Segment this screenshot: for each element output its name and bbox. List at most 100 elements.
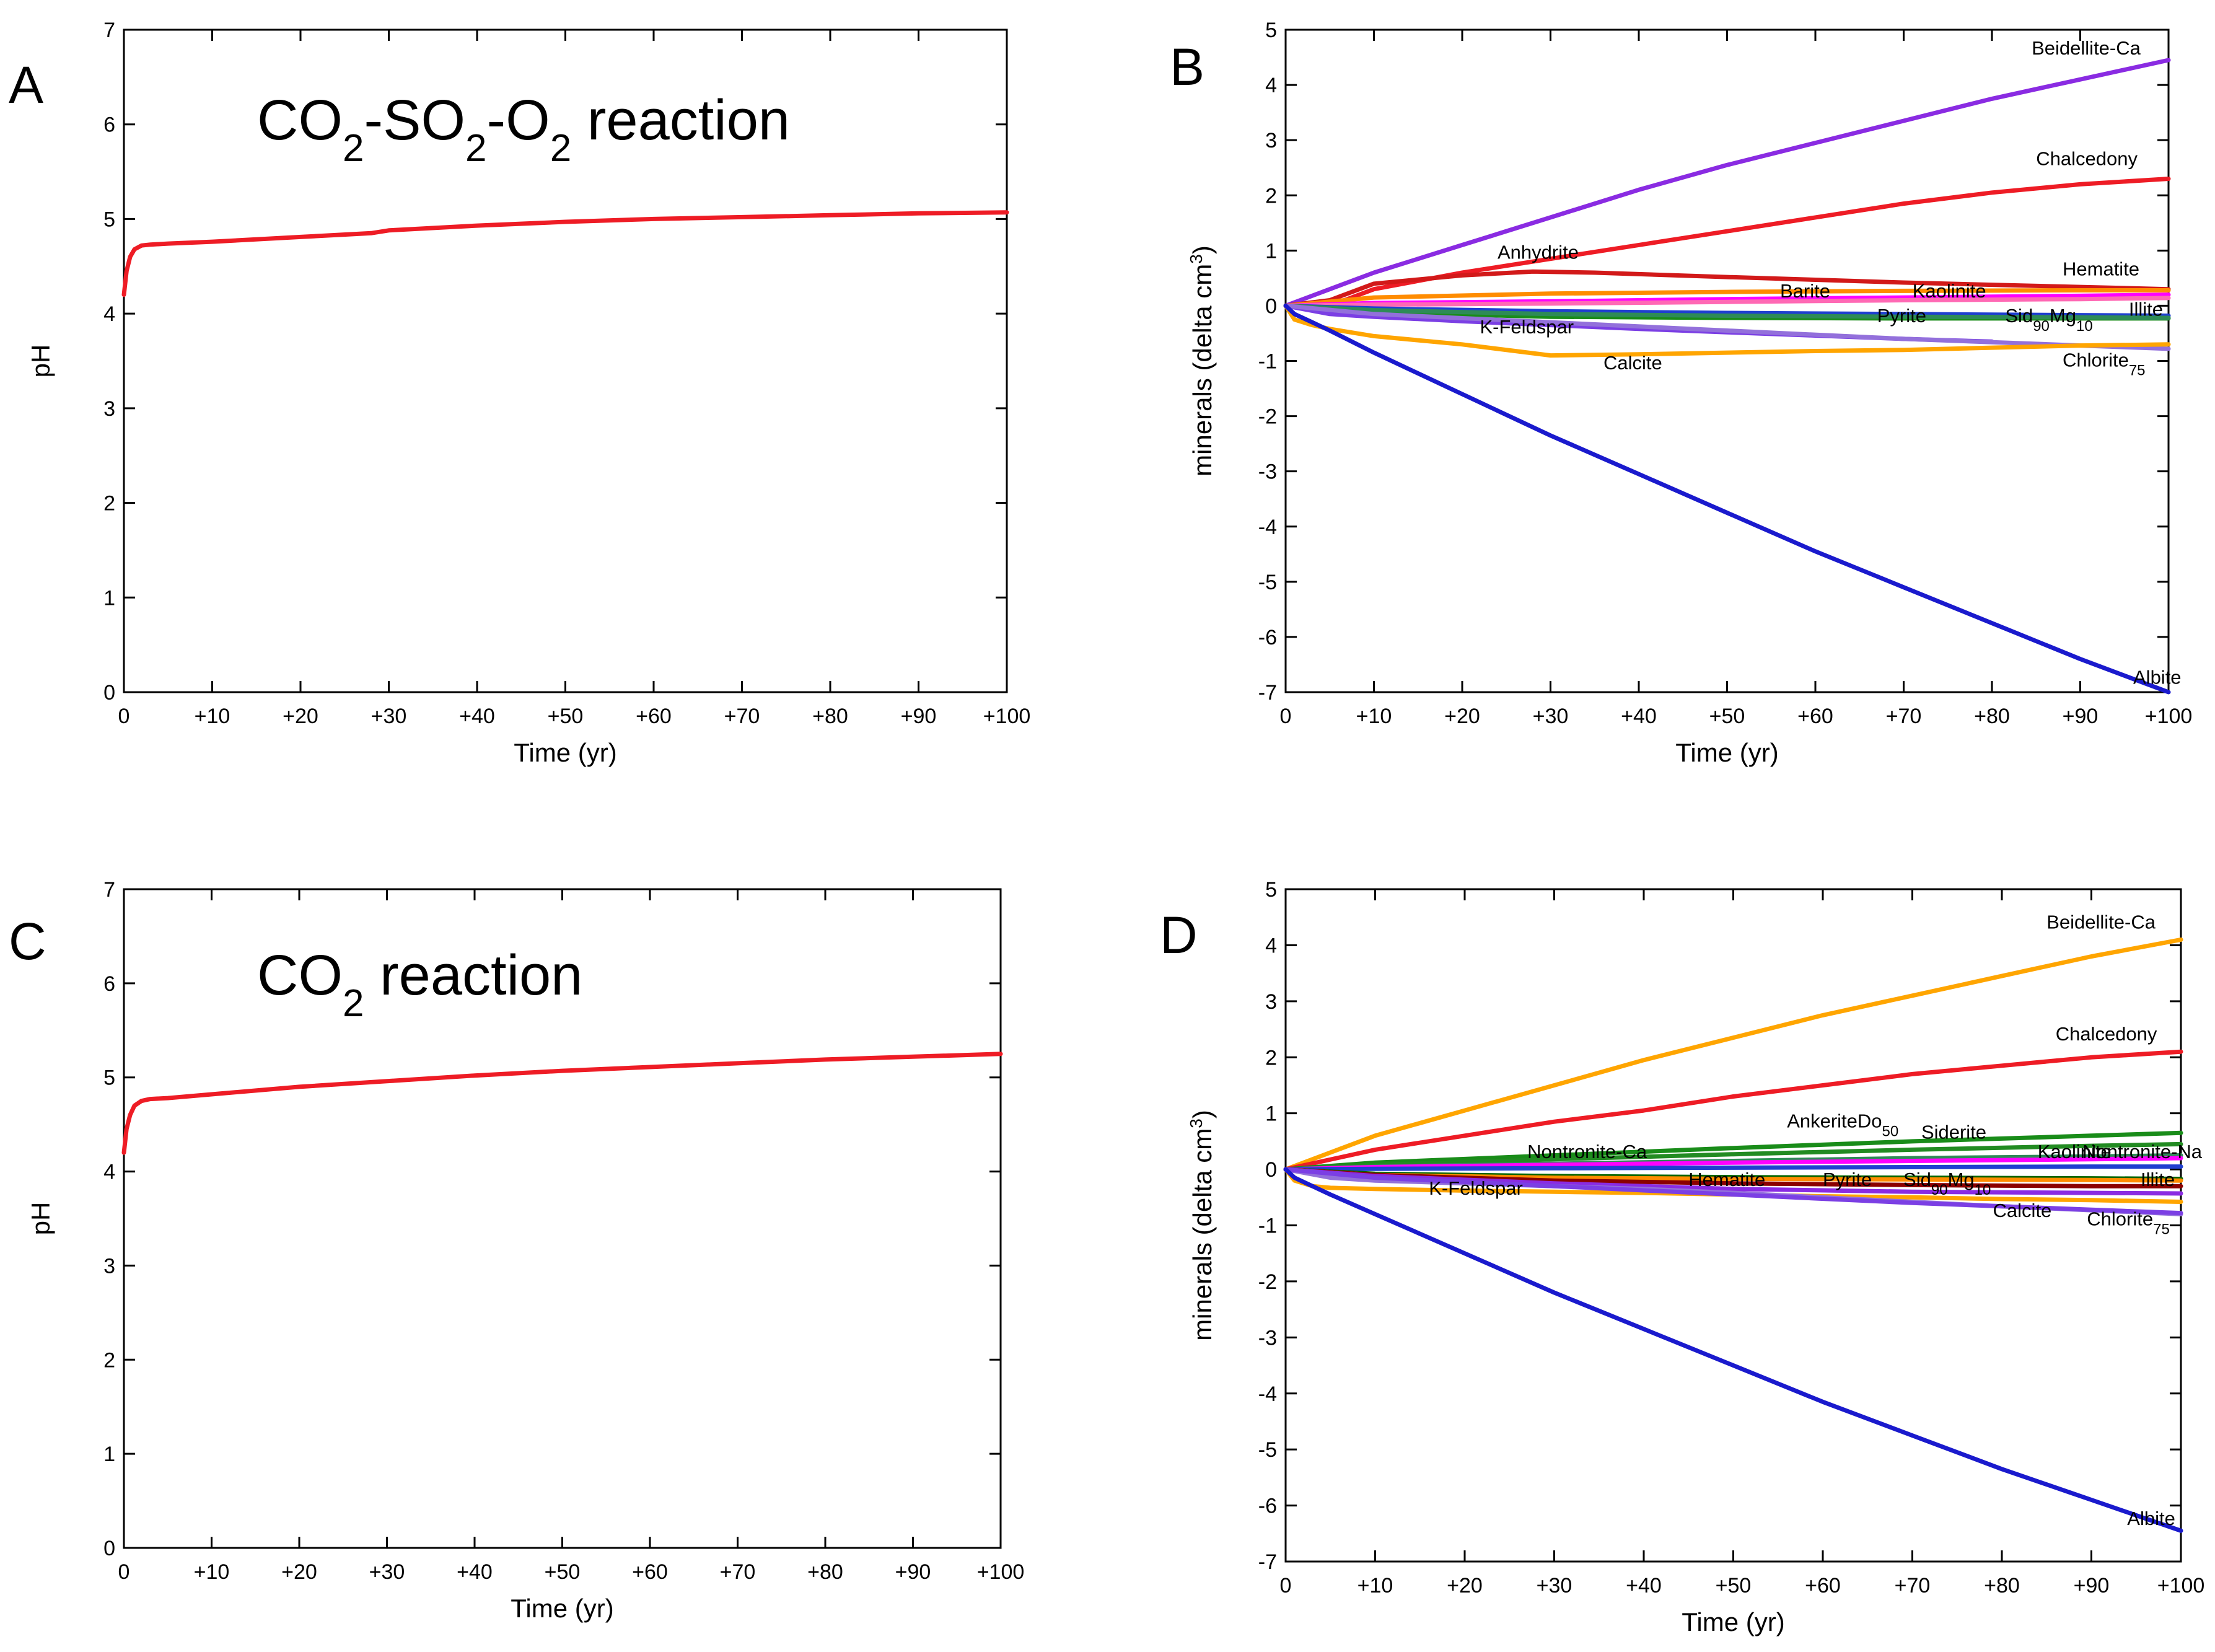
- mineral-label-anhydrite: Anhydrite: [1498, 242, 1579, 263]
- mineral-label-pyrite: Pyrite: [1877, 305, 1926, 327]
- mineral-label-nontronite-ca: Nontronite-Ca: [1527, 1141, 1647, 1162]
- mineral-label-k-feldspar: K-Feldspar: [1480, 316, 1574, 338]
- x-tick-label: +90: [2074, 1574, 2110, 1597]
- panel-b-frame: [1284, 29, 2170, 693]
- y-tick-label: 4: [1265, 934, 1277, 957]
- x-tick-label: +40: [1621, 705, 1657, 728]
- y-tick-label: 2: [103, 1348, 115, 1372]
- x-axis-title: Time (yr): [511, 1594, 613, 1623]
- mineral-label-beidellite-ca: Beidellite-Ca: [2032, 37, 2141, 59]
- y-tick-label: 1: [1265, 239, 1277, 263]
- y-tick-label: 7: [103, 19, 115, 42]
- series-line-sid90mg10: [1283, 303, 2171, 320]
- panel-letter-d: D: [1160, 906, 1198, 964]
- x-tick-label: 0: [118, 705, 130, 728]
- series-line-hematite: [1283, 288, 2171, 308]
- panel-d-plot-area: 0 +10 +20 +30 +40 +50 +60 +70 +80 +90 +100 -7 -6 -5 -4…: [1186, 878, 2205, 1637]
- mineral-label-chalcedony: Chalcedony: [2036, 147, 2138, 169]
- series-line-albite: [1283, 1167, 2183, 1533]
- y-tick-label: 0: [1265, 294, 1277, 318]
- x-tick-label: +10: [1356, 705, 1392, 728]
- x-tick-label: +80: [807, 1560, 843, 1584]
- x-tick-label: +100: [983, 705, 1031, 728]
- x-tick-label: +70: [720, 1560, 756, 1584]
- x-tick-label: +80: [1974, 705, 2010, 728]
- panel-a-plot-area: 0 +10 +20 +30 +40 +50 +60 +70 +80 +90 +100 0 1 2 3 4 5 6 7…: [26, 19, 1030, 767]
- x-tick-label: +60: [1797, 705, 1833, 728]
- mineral-label-ankeritedo: AnkeriteDo50: [1787, 1110, 1898, 1140]
- panel-b-minerals-co2-so2-o2: B 0 +10 +20 +30 +40 +50 +60 +70 +80 +90 +100 -7 -6 -5…: [1170, 19, 2192, 767]
- y-tick-label: 4: [103, 1161, 115, 1184]
- mineral-label-sid: Sid90Mg10: [1903, 1169, 1991, 1198]
- mineral-label-hematite: Hematite: [2063, 258, 2139, 279]
- x-tick-label: +10: [1358, 1574, 1393, 1597]
- x-tick-label: +30: [369, 1560, 405, 1584]
- y-tick-label: -2: [1258, 405, 1277, 429]
- mineral-label-kaolinite: Kaolinite: [2038, 1141, 2112, 1162]
- x-tick-label: +70: [1895, 1574, 1931, 1597]
- y-tick-label: 0: [103, 681, 115, 705]
- y-tick-label: -5: [1258, 1438, 1277, 1462]
- x-tick-label: +30: [1533, 705, 1569, 728]
- y-tick-label: -4: [1258, 1382, 1277, 1406]
- y-tick-label: -2: [1258, 1270, 1277, 1294]
- y-tick-label: 2: [1265, 184, 1277, 208]
- mineral-label-beidellite-ca: Beidellite-Ca: [2046, 911, 2156, 933]
- x-tick-label: +100: [977, 1560, 1025, 1584]
- y-tick-label: 1: [103, 1443, 115, 1466]
- y-tick-label: -3: [1258, 1326, 1277, 1350]
- mineral-label-albite: Albite: [2133, 667, 2182, 688]
- y-tick-label: 6: [103, 972, 115, 996]
- x-tick-label: +20: [1447, 1574, 1483, 1597]
- series-line-anhydrite: [1283, 269, 2171, 308]
- y-axis-title: minerals (delta cm3): [1186, 245, 1217, 477]
- x-tick-label: +90: [901, 705, 937, 728]
- x-tick-label: +10: [195, 705, 230, 728]
- x-tick-label: 0: [1280, 705, 1292, 728]
- x-tick-label: +50: [545, 1560, 581, 1584]
- panel-a-ph-co2-so2-o2: A CO2-SO2-O2 reaction 0 +10 +20 +30 +40 +50 +6…: [9, 19, 1030, 767]
- x-tick-label: +50: [548, 705, 584, 728]
- y-tick-label: -6: [1258, 1495, 1277, 1518]
- mineral-label-illite: Illite: [2129, 298, 2163, 320]
- panel-c-plot-area: 0 +10 +20 +30 +40 +50 +60 +70 +80 +90 +100 0 1 2 3 4 5 6 7…: [26, 878, 1024, 1623]
- y-tick-label: 7: [103, 878, 115, 902]
- y-tick-label: 3: [1265, 129, 1277, 152]
- y-tick-label: 2: [103, 492, 115, 516]
- x-tick-label: +60: [1805, 1574, 1841, 1597]
- y-tick-label: -5: [1258, 571, 1277, 594]
- x-axis-title: Time (yr): [514, 738, 616, 767]
- series-line-albite: [1283, 303, 2171, 695]
- y-tick-label: 5: [103, 1066, 115, 1090]
- series-line-kaolinite: [1283, 1164, 2183, 1172]
- x-tick-label: +50: [1716, 1574, 1752, 1597]
- y-tick-label: 4: [1265, 74, 1277, 97]
- y-tick-label: -7: [1258, 681, 1277, 705]
- y-tick-label: 5: [103, 208, 115, 231]
- panel-b-plot-area: 0 +10 +20 +30 +40 +50 +60 +70 +80 +90 +100 -7 -6 -5 -4…: [1186, 19, 2193, 767]
- mineral-label-calcite: Calcite: [1993, 1200, 2052, 1221]
- y-tick-label: 3: [103, 1254, 115, 1278]
- y-tick-label: 5: [1265, 878, 1277, 902]
- mineral-label-pyrite: Pyrite: [1823, 1169, 1872, 1190]
- panel-c-ph-co2: C CO2 reaction 0 +10 +20 +30 +40 +50 +60 +70 +80…: [9, 878, 1024, 1623]
- y-axis-title: pH: [26, 1202, 55, 1236]
- x-tick-label: +40: [457, 1560, 493, 1584]
- x-tick-label: +90: [895, 1560, 931, 1584]
- mineral-label-hematite: Hematite: [1688, 1169, 1765, 1190]
- mineral-label-siderite: Siderite: [1921, 1121, 1986, 1143]
- panel-letter-a: A: [9, 56, 43, 114]
- mineral-label-k-feldspar: K-Feldspar: [1429, 1177, 1523, 1199]
- y-tick-label: 2: [1265, 1046, 1277, 1070]
- x-tick-label: +80: [1984, 1574, 2020, 1597]
- y-tick-label: 1: [103, 586, 115, 610]
- x-tick-label: 0: [118, 1560, 130, 1584]
- series-line-ph: [121, 1052, 1003, 1155]
- y-tick-label: 1: [1265, 1102, 1277, 1126]
- x-tick-label: +80: [812, 705, 848, 728]
- x-tick-label: 0: [1280, 1574, 1292, 1597]
- y-tick-label: -6: [1258, 626, 1277, 649]
- mineral-label-albite: Albite: [2127, 1508, 2175, 1529]
- y-axis-title: minerals (delta cm3): [1186, 1110, 1217, 1341]
- x-tick-label: +90: [2063, 705, 2099, 728]
